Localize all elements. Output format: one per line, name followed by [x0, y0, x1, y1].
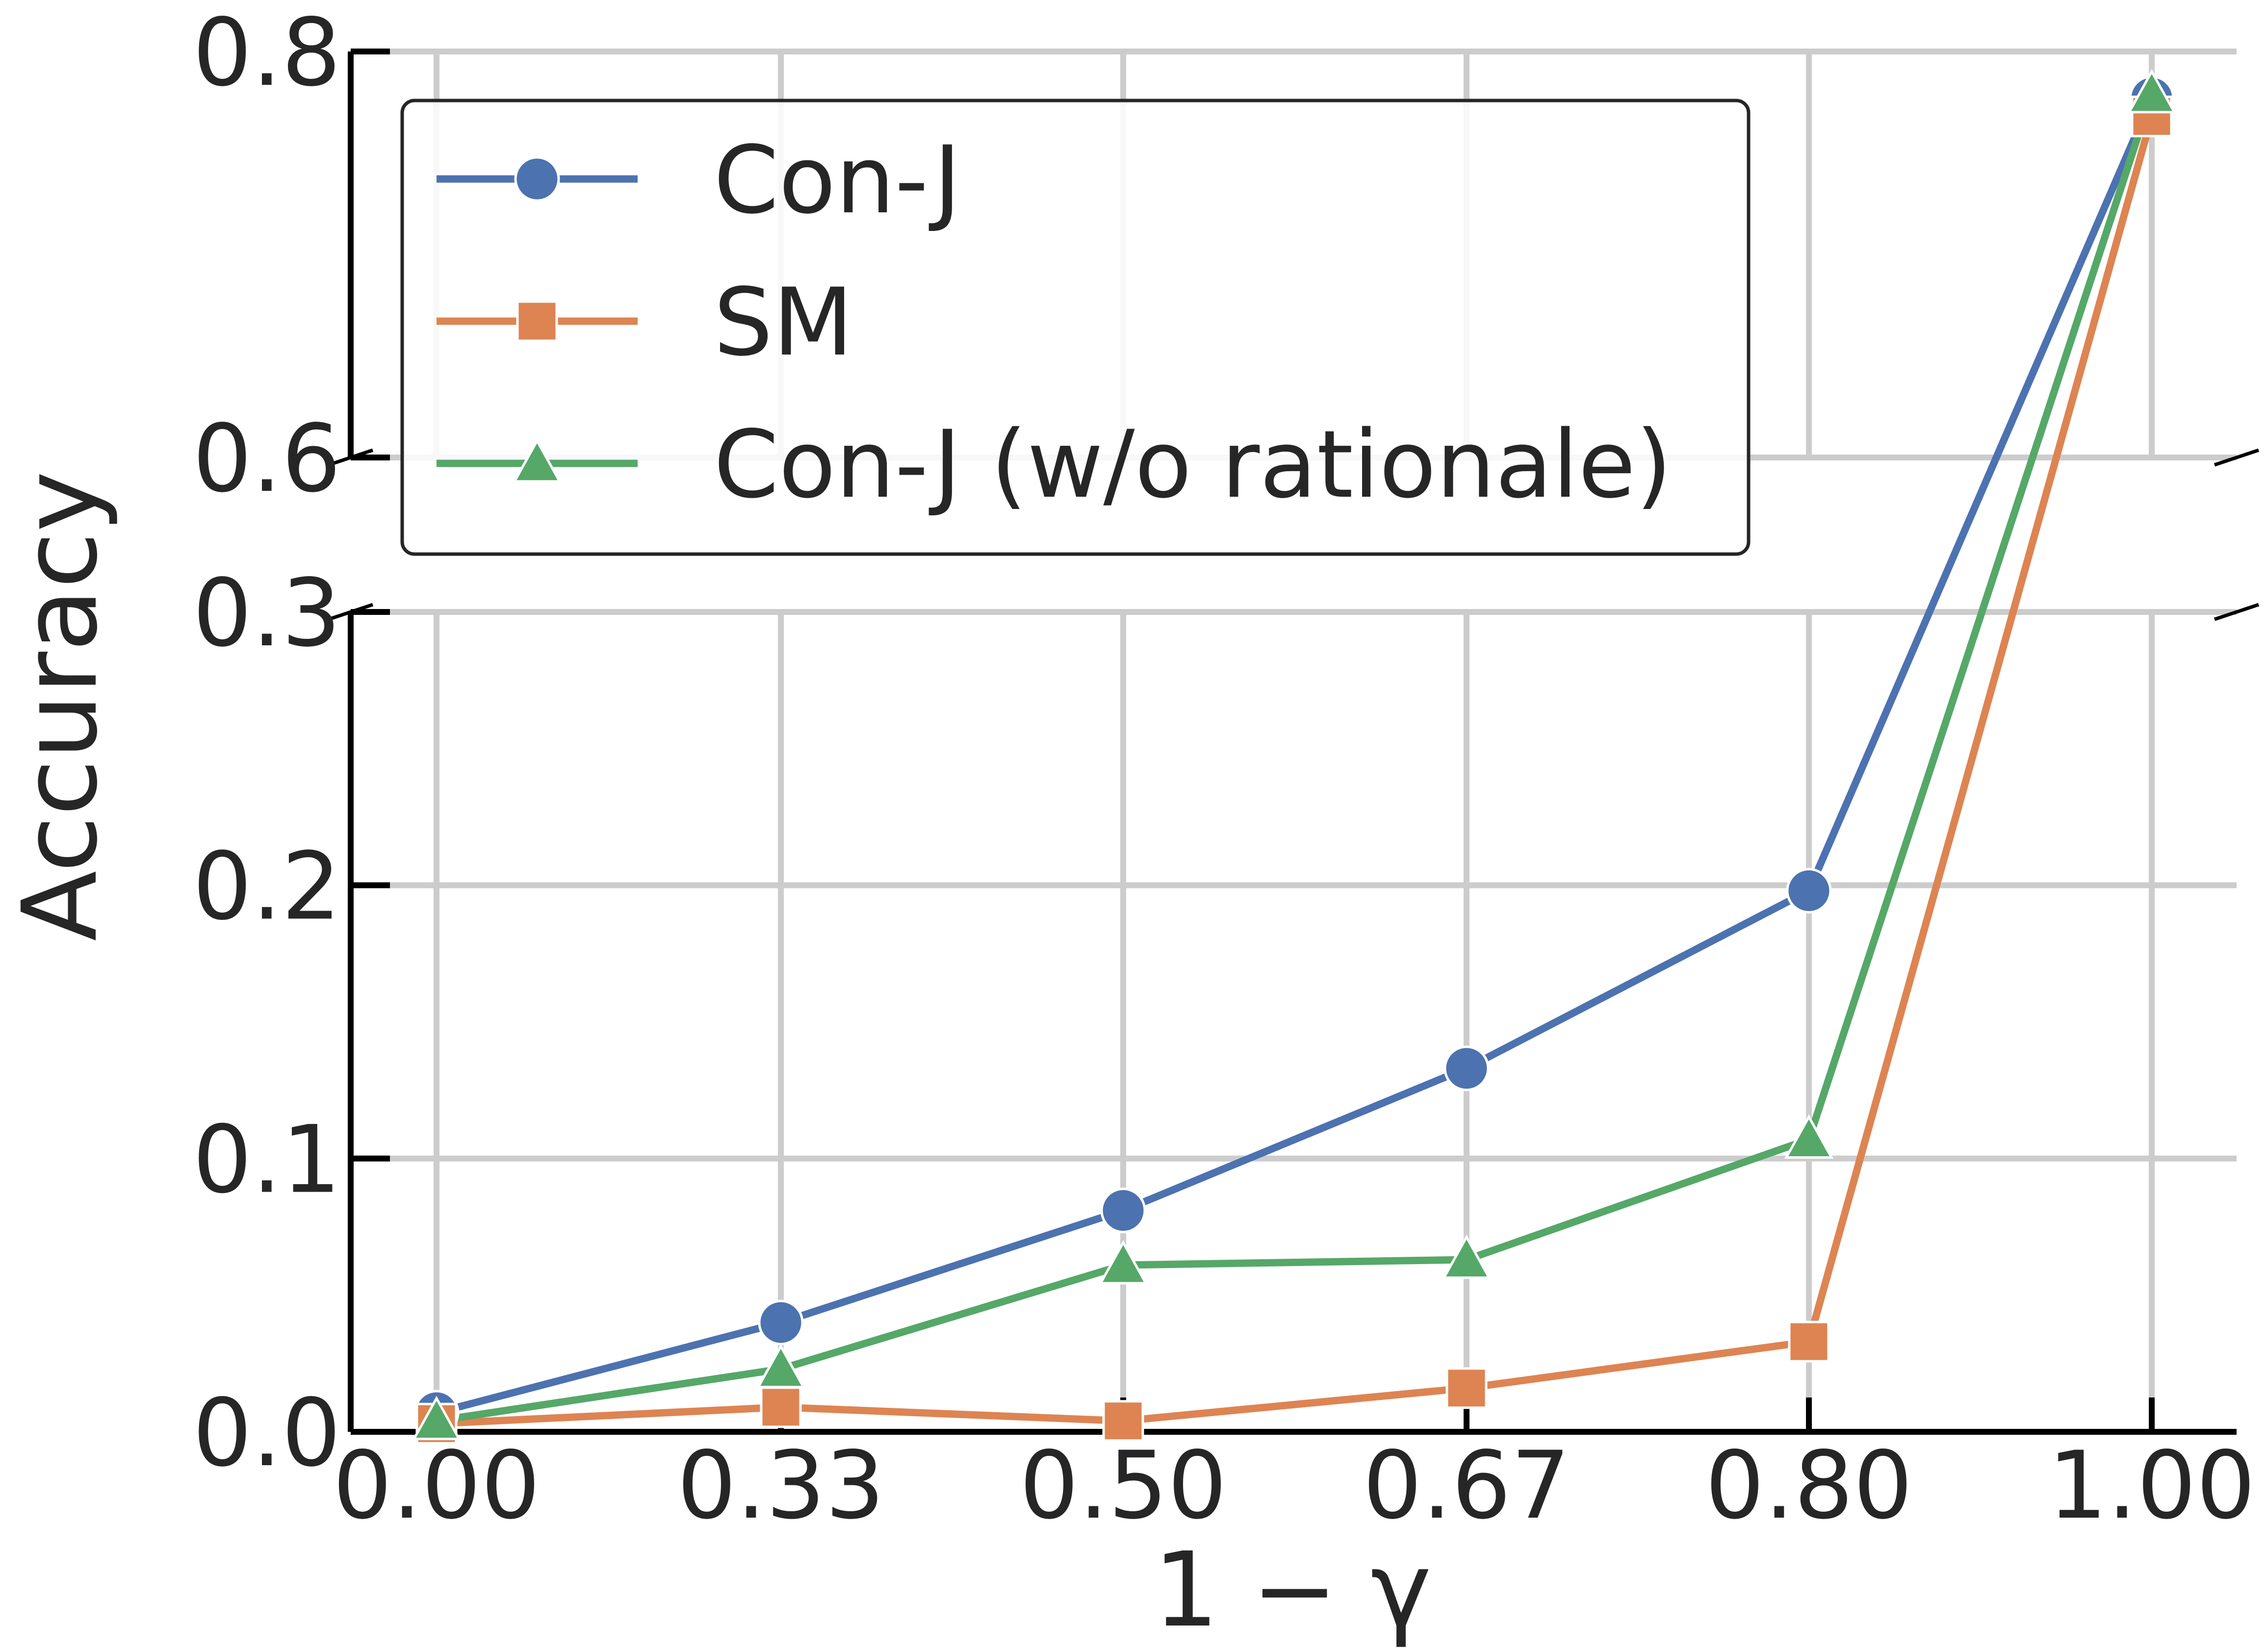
x-axis-title: 1 − γ [1153, 1530, 1431, 1650]
y-tick-label: 0.2 [193, 832, 341, 940]
series-line [436, 93, 2156, 1425]
legend-label: SM [714, 268, 853, 377]
axis-break-mark [328, 448, 374, 467]
legend-box [400, 99, 1751, 556]
legend-marker [514, 156, 560, 202]
x-tick-label: 0.67 [1363, 1431, 1570, 1540]
y-tick-label: 0.8 [193, 0, 341, 107]
series-lines [436, 93, 2156, 1427]
data-point-marker [412, 1396, 462, 1441]
y-tick-label: 0.3 [193, 559, 341, 667]
data-point-marker [758, 1299, 804, 1346]
data-point-marker [1788, 1321, 1830, 1363]
axis-break-mark [328, 603, 374, 621]
data-point-marker [1442, 1234, 1492, 1279]
legend-label: Con-J [714, 126, 961, 234]
x-tick-label: 0.00 [333, 1431, 540, 1540]
data-point-marker [1786, 867, 1832, 914]
data-point-marker [1784, 1114, 1834, 1159]
x-tick-label: 0.50 [1019, 1431, 1227, 1540]
y-tick-label: 0.1 [193, 1106, 341, 1214]
y-axis-title: Accuracy [0, 471, 120, 941]
legend-marker [516, 300, 558, 342]
series-markers [412, 69, 2177, 1445]
series-line [436, 97, 2155, 1417]
data-point-marker [1445, 1367, 1488, 1409]
data-point-marker [1102, 1400, 1144, 1442]
x-tick-label: 0.80 [1705, 1431, 1912, 1540]
data-point-marker [2127, 69, 2177, 114]
y-tick-label: 0.0 [193, 1379, 341, 1487]
x-tick-label: 0.33 [677, 1431, 884, 1540]
x-tick-label: 1.00 [2048, 1431, 2255, 1540]
axes [348, 49, 2237, 1435]
axis-break-mark [2214, 603, 2260, 621]
series-line [436, 115, 2156, 1427]
break-marks [328, 448, 2260, 621]
y-tick-label: 0.6 [193, 405, 341, 513]
tick-labels: 0.00 0.33 0.50 0.67 0.80 1.00 0.6 0.8 0.0 0.1 0.2 0… [193, 0, 2256, 1540]
legend-marker [512, 438, 562, 483]
data-point-marker [1443, 1045, 1490, 1092]
legend-label: Con-J (w/o rationale) [714, 410, 1672, 519]
data-point-marker [1100, 1188, 1146, 1234]
data-point-marker [760, 1386, 802, 1428]
legend: Con-J SM Con-J (w/o rationale) [400, 99, 1751, 556]
data-point-marker [756, 1344, 806, 1389]
data-point-marker [1098, 1240, 1148, 1285]
axis-break-mark [2214, 448, 2260, 467]
